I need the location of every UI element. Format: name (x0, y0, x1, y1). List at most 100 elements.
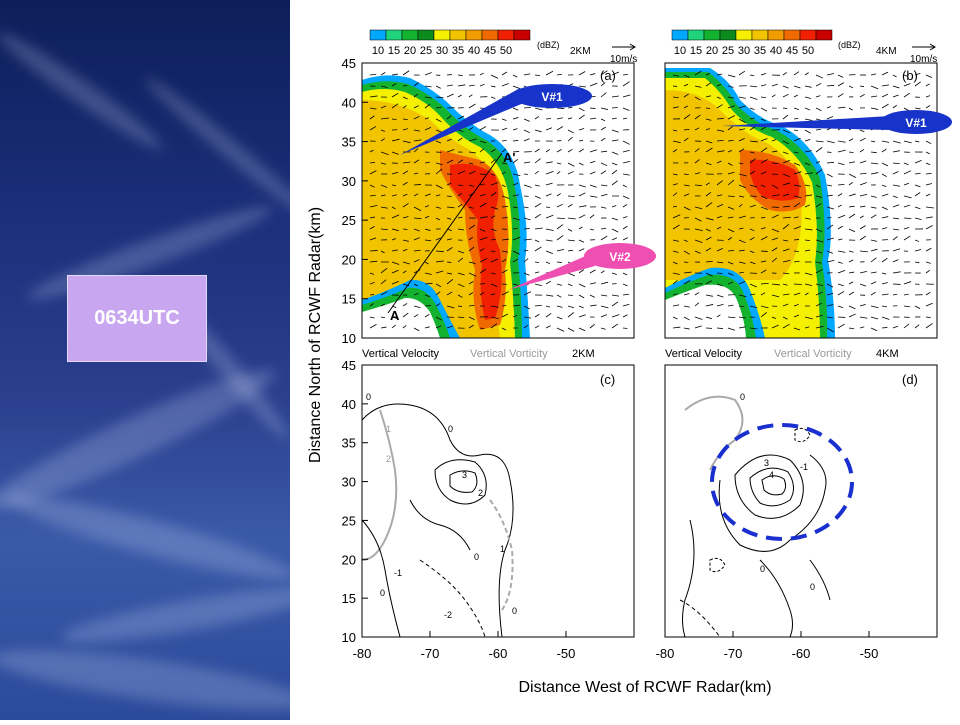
colorbar-tick: 15 (388, 45, 400, 57)
colorbar-tick: 30 (436, 45, 448, 57)
height-label-b: 4KM (876, 46, 897, 57)
wind-vector (370, 250, 378, 251)
colorbar-swatch (386, 30, 402, 40)
colorbar-tick: 30 (738, 45, 750, 57)
colorbar-tick: 15 (690, 45, 702, 57)
panel-c: (c) (362, 365, 634, 637)
colorbar-swatch (482, 30, 498, 40)
colorbar-swatch (816, 30, 832, 40)
panel-d: (d) (665, 365, 937, 637)
colorbar-unit-a: (dBZ) (537, 40, 560, 50)
x-tick-label: -50 (860, 646, 879, 661)
colorbar-swatch (720, 30, 736, 40)
wind-vector (579, 140, 583, 141)
colorbar-swatch (768, 30, 784, 40)
cross-section-start: A (390, 308, 400, 323)
svg-text:0: 0 (512, 606, 517, 616)
colorbar-tick: 35 (754, 45, 766, 57)
height-label-a: 2KM (570, 46, 591, 57)
x-tick-label: -60 (792, 646, 811, 661)
wind-vector (458, 75, 463, 76)
y-tick-label: 10 (342, 331, 356, 346)
colorbar-tick: 10 (674, 45, 686, 57)
x-axis-label: Distance West of RCWF Radar(km) (518, 679, 771, 696)
panel-b: (b) (665, 63, 937, 338)
svg-text:0: 0 (740, 392, 745, 402)
wind-vector (717, 273, 722, 274)
colorbar-swatch (434, 30, 450, 40)
time-label-text: 0634UTC (94, 307, 180, 330)
caption-b-height: 4KM (876, 348, 899, 360)
svg-text:3: 3 (462, 470, 467, 480)
svg-text:V#1: V#1 (905, 116, 927, 130)
x-tick-label: -70 (421, 646, 440, 661)
colorbar-swatch (688, 30, 704, 40)
y-tick-label: 15 (342, 591, 356, 606)
colorbar-tick: 50 (802, 45, 814, 57)
colorbar-swatch (370, 30, 386, 40)
colorbar-tick: 40 (468, 45, 480, 57)
wind-vector (513, 207, 517, 208)
colorbar-swatch (672, 30, 688, 40)
wind-vector (827, 217, 831, 218)
caption-a-height: 2KM (572, 348, 595, 360)
colorbar-swatch (466, 30, 482, 40)
wind-vector (783, 108, 787, 109)
x-tick-label: -80 (656, 646, 675, 661)
colorbar-tick: 10 (372, 45, 384, 57)
colorbar-swatch (450, 30, 466, 40)
vector-arrow-b (912, 44, 935, 50)
colorbar-swatch (498, 30, 514, 40)
wind-vector (794, 239, 799, 240)
wind-vector (882, 327, 887, 328)
vector-arrow-a (612, 44, 635, 50)
colorbar-swatch (800, 30, 816, 40)
svg-text:0: 0 (474, 552, 479, 562)
wind-vector (568, 196, 575, 197)
svg-text:2: 2 (386, 454, 391, 464)
svg-text:1: 1 (500, 544, 505, 554)
y-tick-label: 25 (342, 513, 356, 528)
colorbar-tick: 25 (722, 45, 734, 57)
colorbar-swatch (418, 30, 434, 40)
svg-text:4: 4 (769, 470, 774, 480)
wind-vector (761, 251, 768, 252)
colorbar-tick: 20 (706, 45, 718, 57)
time-label: 0634UTC (67, 275, 207, 362)
y-tick-label: 15 (342, 292, 356, 307)
svg-text:-2: -2 (444, 610, 452, 620)
y-tick-label: 35 (342, 135, 356, 150)
wind-vector (557, 108, 564, 109)
x-tick-label: -50 (557, 646, 576, 661)
svg-text:V#2: V#2 (609, 250, 631, 264)
panel-c-tag: (c) (600, 372, 615, 387)
y-tick-label: 30 (342, 475, 356, 490)
caption-a-vorticity: Vertical Vorticity (470, 348, 548, 360)
wind-vector (623, 328, 627, 329)
caption-a-velocity: Vertical Velocity (362, 348, 440, 360)
panel-a-tag: (a) (600, 68, 616, 83)
svg-text:3: 3 (764, 458, 769, 468)
svg-text:0: 0 (760, 564, 765, 574)
y-axis-label: Distance North of RCWF Radar(km) (307, 207, 324, 463)
wind-vector (513, 151, 519, 152)
y-tick-label: 20 (342, 252, 356, 267)
svg-text:0: 0 (810, 582, 815, 592)
y-tick-label: 10 (342, 630, 356, 645)
colorbar-tick: 20 (404, 45, 416, 57)
colorbar-swatch (514, 30, 530, 40)
colorbar-swatch (784, 30, 800, 40)
colorbar-swatch (704, 30, 720, 40)
x-tick-label: -80 (353, 646, 372, 661)
y-tick-label: 45 (342, 358, 356, 373)
svg-text:V#1: V#1 (541, 90, 563, 104)
wind-vector (728, 250, 734, 251)
svg-text:0: 0 (366, 392, 371, 402)
colorbar-tick: 50 (500, 45, 512, 57)
y-tick-label: 40 (342, 95, 356, 110)
caption-b-vorticity: Vertical Vorticity (774, 348, 852, 360)
y-tick-label: 40 (342, 397, 356, 412)
wind-vector (546, 118, 551, 119)
